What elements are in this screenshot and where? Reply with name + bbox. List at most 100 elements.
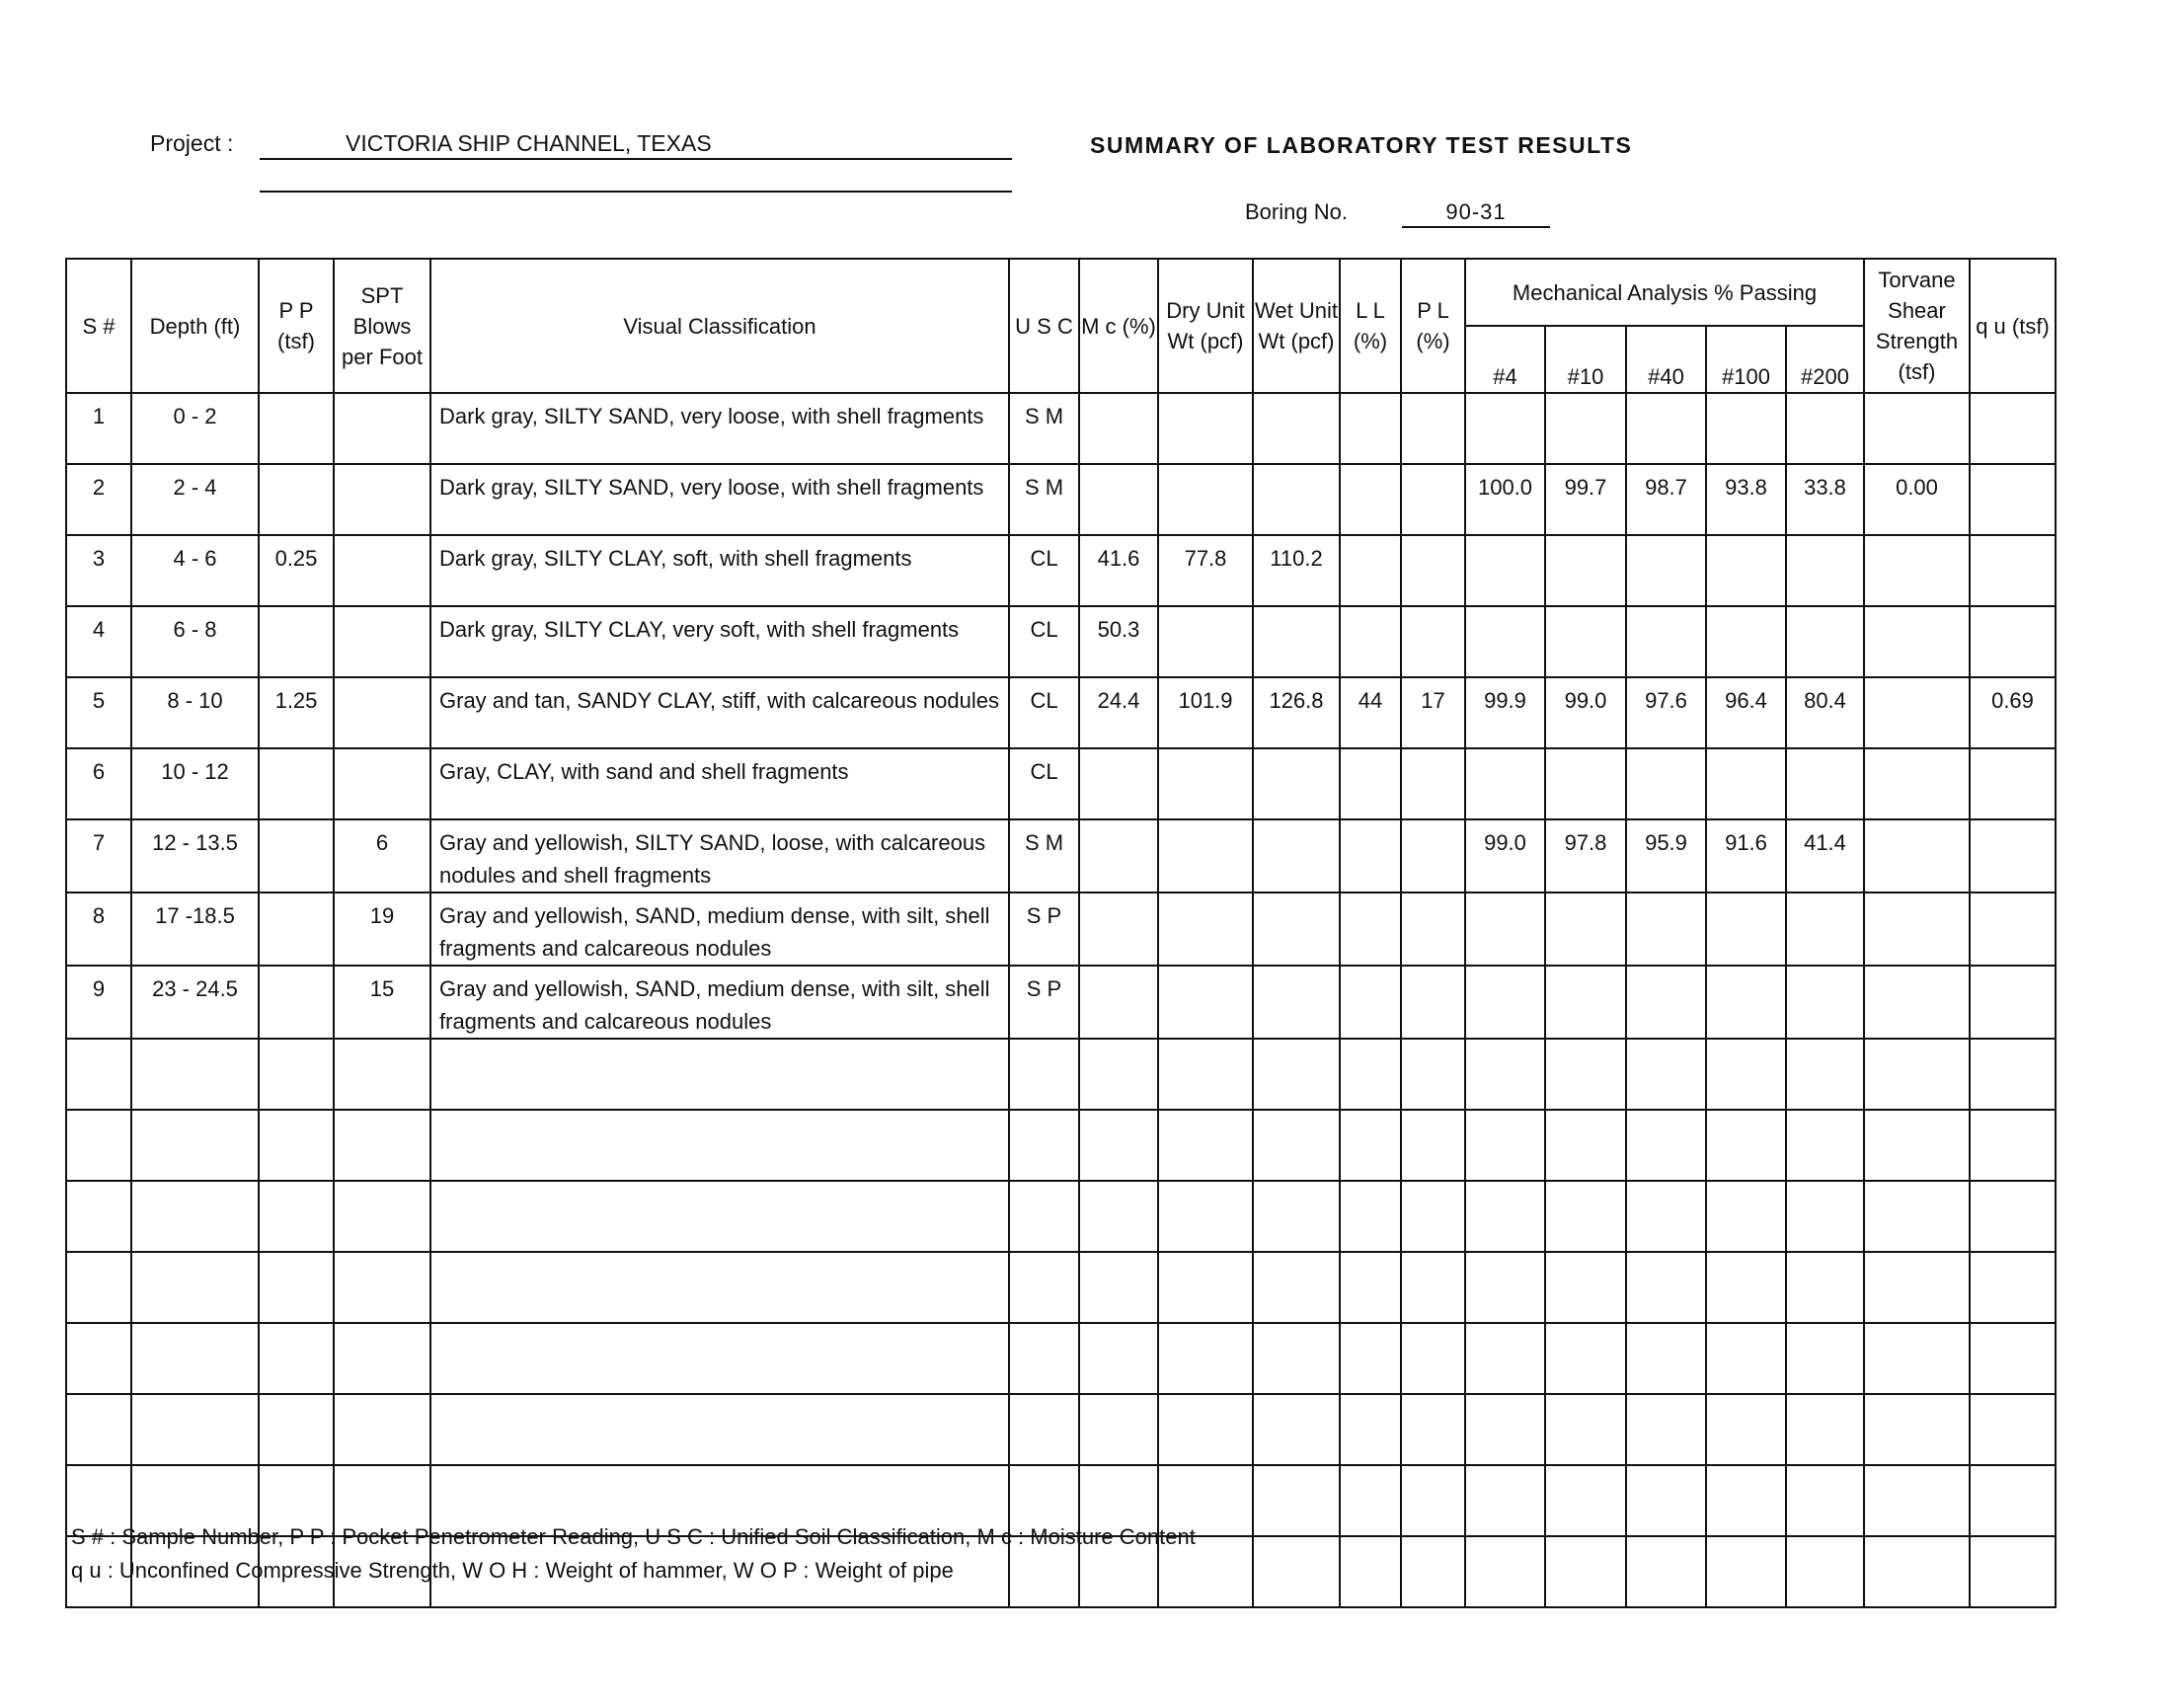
cell-s: 7 — [65, 818, 132, 893]
cell-depth — [130, 1180, 260, 1253]
cell-p100 — [1705, 392, 1787, 465]
cell-spt — [333, 605, 431, 678]
cell-p4 — [1464, 965, 1546, 1040]
cell-p10 — [1544, 747, 1627, 820]
cell-pl — [1400, 534, 1466, 607]
cell-p100 — [1705, 1464, 1787, 1537]
cell-ll — [1339, 1180, 1402, 1253]
cell-dry — [1157, 392, 1254, 465]
cell-visual: Gray and tan, SANDY CLAY, stiff, with ca… — [429, 676, 1010, 749]
cell-dry — [1157, 605, 1254, 678]
col-visual: Visual Classification — [429, 258, 1010, 394]
cell-s: 4 — [65, 605, 132, 678]
cell-s — [65, 1251, 132, 1324]
cell-pl — [1400, 892, 1466, 967]
cell-p4 — [1464, 747, 1546, 820]
cell-p10 — [1544, 605, 1627, 678]
cell-pp — [258, 463, 335, 536]
cell-wet — [1252, 392, 1341, 465]
table-row: 9 23 - 24.5 15 Gray and yellowish, SAND, me… — [65, 965, 2057, 1040]
cell-depth: 4 - 6 — [130, 534, 260, 607]
cell-p100 — [1705, 1109, 1787, 1182]
cell-visual: Gray, CLAY, with sand and shell fragment… — [429, 747, 1010, 820]
cell-p100 — [1705, 605, 1787, 678]
cell-qu — [1969, 605, 2057, 678]
cell-ll — [1339, 965, 1402, 1040]
cell-ll — [1339, 1322, 1402, 1395]
cell-pp — [258, 1180, 335, 1253]
cell-p100 — [1705, 534, 1787, 607]
cell-p200 — [1785, 1038, 1865, 1111]
cell-p40 — [1625, 1322, 1707, 1395]
cell-visual — [429, 1322, 1010, 1395]
cell-torvane — [1863, 1109, 1971, 1182]
empty-table-row — [65, 1322, 2057, 1395]
cell-pl — [1400, 1180, 1466, 1253]
cell-depth — [130, 1393, 260, 1466]
cell-qu — [1969, 1251, 2057, 1324]
project-line-blank — [260, 191, 1012, 193]
cell-ll — [1339, 463, 1402, 536]
cell-pp — [258, 1109, 335, 1182]
table-row: 8 17 -18.5 19 Gray and yellowish, SAND, med… — [65, 892, 2057, 967]
col-sieve-40: #40 — [1625, 325, 1707, 394]
table-row: 7 12 - 13.5 6 Gray and yellowish, SILTY SAN… — [65, 818, 2057, 893]
cell-dry — [1157, 463, 1254, 536]
boring-value: 90-31 — [1402, 199, 1550, 228]
boring-label: Boring No. — [1245, 199, 1348, 224]
cell-p10 — [1544, 1180, 1627, 1253]
cell-torvane — [1863, 1038, 1971, 1111]
cell-mc — [1078, 1038, 1159, 1111]
cell-pp: 0.25 — [258, 534, 335, 607]
cell-ll — [1339, 1535, 1402, 1608]
col-depth: Depth (ft) — [130, 258, 260, 394]
project-label: Project : — [150, 130, 234, 156]
col-pp: P P (tsf) — [258, 258, 335, 394]
cell-p10 — [1544, 1251, 1627, 1324]
cell-p4: 100.0 — [1464, 463, 1546, 536]
cell-torvane — [1863, 1464, 1971, 1537]
cell-dry — [1157, 1038, 1254, 1111]
cell-p40 — [1625, 605, 1707, 678]
cell-depth: 0 - 2 — [130, 392, 260, 465]
cell-visual — [429, 1180, 1010, 1253]
cell-torvane — [1863, 892, 1971, 967]
cell-dry — [1157, 1251, 1254, 1324]
cell-depth: 12 - 13.5 — [130, 818, 260, 893]
cell-visual — [429, 1535, 1010, 1608]
cell-p100 — [1705, 892, 1787, 967]
empty-table-row — [65, 1180, 2057, 1253]
cell-spt — [333, 463, 431, 536]
cell-p10 — [1544, 1464, 1627, 1537]
cell-p40 — [1625, 747, 1707, 820]
cell-p4 — [1464, 534, 1546, 607]
cell-s: 3 — [65, 534, 132, 607]
cell-spt — [333, 1038, 431, 1111]
col-mc: M c (%) — [1078, 258, 1159, 394]
cell-visual: Dark gray, SILTY SAND, very loose, with … — [429, 392, 1010, 465]
cell-p4: 99.9 — [1464, 676, 1546, 749]
cell-wet — [1252, 1251, 1341, 1324]
cell-depth — [130, 1464, 260, 1537]
cell-p100 — [1705, 1393, 1787, 1466]
cell-p200 — [1785, 1322, 1865, 1395]
cell-mc — [1078, 1180, 1159, 1253]
cell-torvane — [1863, 1393, 1971, 1466]
cell-p100 — [1705, 1180, 1787, 1253]
cell-mc — [1078, 1322, 1159, 1395]
cell-usc: CL — [1008, 676, 1080, 749]
cell-dry — [1157, 747, 1254, 820]
cell-usc — [1008, 1109, 1080, 1182]
cell-spt: 15 — [333, 965, 431, 1040]
cell-torvane — [1863, 818, 1971, 893]
col-sieve-4: #4 — [1464, 325, 1546, 394]
cell-usc: S M — [1008, 463, 1080, 536]
cell-usc: CL — [1008, 534, 1080, 607]
cell-visual — [429, 1393, 1010, 1466]
cell-wet — [1252, 1464, 1341, 1537]
cell-visual: Gray and yellowish, SAND, medium dense, … — [429, 892, 1010, 967]
cell-visual — [429, 1109, 1010, 1182]
cell-p200: 41.4 — [1785, 818, 1865, 893]
cell-spt — [333, 1535, 431, 1608]
